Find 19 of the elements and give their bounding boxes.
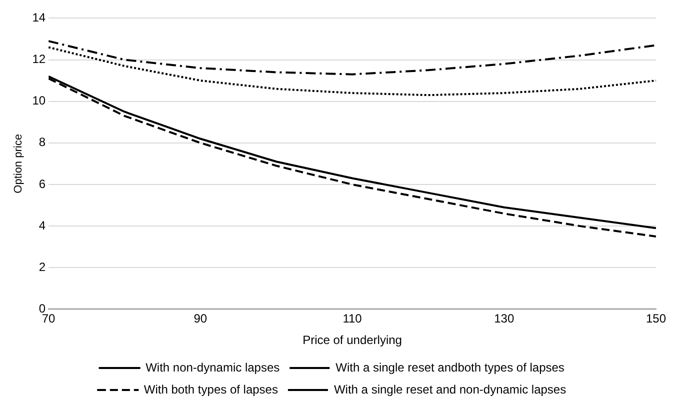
y-tick-label: 2 (38, 260, 46, 274)
y-tick-label: 8 (38, 135, 46, 150)
y-tick-label: 14 (32, 10, 46, 25)
x-tick-label: 110 (342, 312, 362, 326)
legend-label: With non-dynamic lapses (146, 360, 280, 374)
legend-label: With a single reset and non-dynamic lapses (334, 382, 566, 396)
line-series (48, 40, 656, 76)
legend-label: With both types of lapses (144, 382, 278, 396)
y-axis-title: Option price (12, 134, 25, 194)
x-tick-label: 90 (194, 312, 208, 326)
y-tick-label: 4 (38, 218, 46, 232)
line-series (48, 46, 656, 96)
y-tick-label: 12 (32, 52, 46, 66)
x-tick-label: 150 (646, 312, 666, 326)
legend-label: With a single reset andboth types of lapses (336, 360, 564, 374)
y-tick-label: 6 (38, 176, 46, 191)
y-tick-label: 10 (32, 94, 46, 108)
x-tick-label: 130 (494, 312, 514, 326)
x-axis-title: Price of underlying (302, 333, 402, 348)
